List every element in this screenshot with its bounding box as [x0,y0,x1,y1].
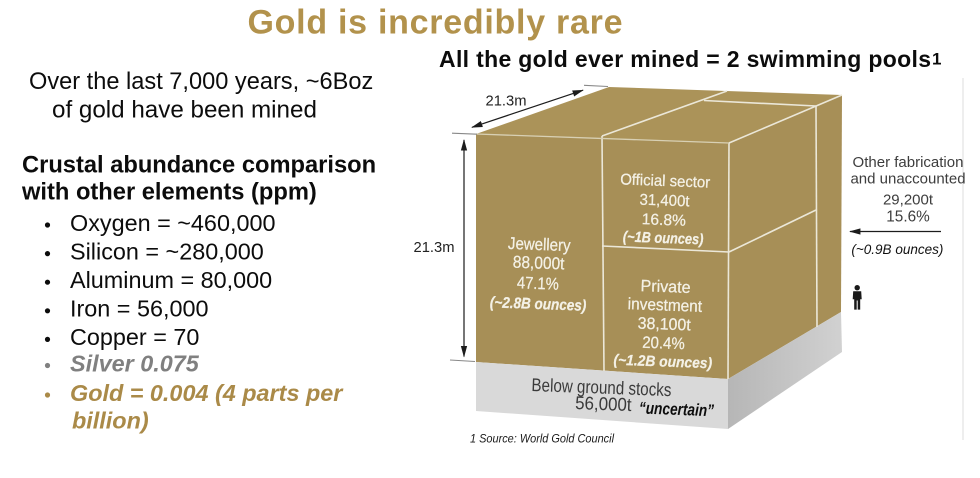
svg-text:Over the last 7,000 years, ~6B: Over the last 7,000 years, ~6Boz [29,69,373,95]
svg-text:1 Source: World Gold Council: 1 Source: World Gold Council [470,432,614,446]
svg-text:Silicon = ~280,000: Silicon = ~280,000 [70,238,264,264]
svg-text:21.3m: 21.3m [486,92,527,109]
svg-text:31,400t: 31,400t [639,192,690,211]
svg-text:billion): billion) [72,407,149,433]
svg-text:Private: Private [640,277,691,297]
svg-text:(~0.9B ounces): (~0.9B ounces) [851,242,943,257]
svg-text:Jewellery: Jewellery [508,234,572,255]
svg-text:with other elements (ppm): with other elements (ppm) [21,180,317,206]
svg-text:16.8%: 16.8% [642,211,687,230]
svg-text:All the gold ever mined = 2 sw: All the gold ever mined = 2 swimming poo… [439,46,931,72]
svg-text:Other fabrication: Other fabrication [853,154,964,171]
svg-text:1: 1 [932,50,941,69]
svg-text:Oxygen = ~460,000: Oxygen = ~460,000 [70,210,275,236]
svg-text:47.1%: 47.1% [517,273,559,294]
svg-text:Crustal abundance comparison: Crustal abundance comparison [22,153,376,179]
svg-text:Official sector: Official sector [620,171,711,191]
svg-text:15.6%: 15.6% [886,209,930,226]
svg-text:56,000t: 56,000t [575,392,632,415]
svg-text:Gold is incredibly rare: Gold is incredibly rare [248,3,623,41]
svg-text:38,100t: 38,100t [637,315,691,335]
svg-text:Below ground stocks: Below ground stocks [531,374,672,400]
svg-text:20.4%: 20.4% [642,334,685,354]
svg-text:investment: investment [627,295,702,316]
svg-text:(~2.8B ounces): (~2.8B ounces) [490,294,587,315]
svg-text:Aluminum = 80,000: Aluminum = 80,000 [70,267,272,293]
svg-text:and unaccounted: and unaccounted [850,171,965,188]
svg-text:(~1.2B ounces): (~1.2B ounces) [613,352,712,373]
svg-text:21.3m: 21.3m [414,239,455,256]
svg-text:88,000t: 88,000t [512,253,565,274]
svg-text:Iron = 56,000: Iron = 56,000 [70,296,209,322]
svg-text:of gold have been mined: of gold have been mined [52,97,317,124]
svg-text:(~1B ounces): (~1B ounces) [623,229,704,249]
svg-text:29,200t: 29,200t [883,192,934,209]
svg-text:“uncertain”: “uncertain” [639,399,715,421]
svg-text:Copper = 70: Copper = 70 [70,324,199,350]
svg-text:Gold = 0.004 (4 parts per: Gold = 0.004 (4 parts per [70,380,344,406]
svg-text:Silver 0.075: Silver 0.075 [70,350,200,376]
